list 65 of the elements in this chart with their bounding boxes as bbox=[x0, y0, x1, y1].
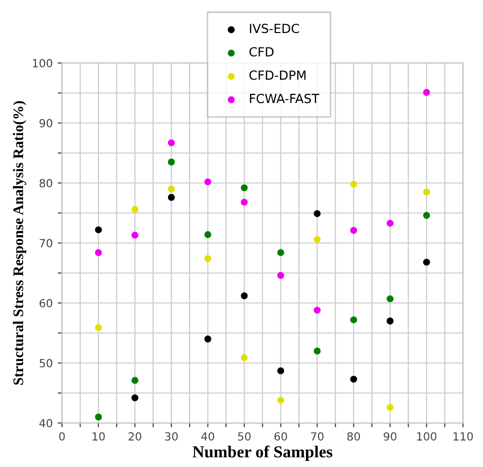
x-tick-label: 0 bbox=[59, 432, 65, 441]
point bbox=[168, 194, 175, 201]
x-axis-title: Number of Samples bbox=[192, 446, 332, 461]
y-tick-label: 70 bbox=[40, 238, 52, 248]
point bbox=[423, 88, 430, 96]
point bbox=[386, 220, 394, 227]
y-tick-label: 80 bbox=[40, 178, 52, 188]
point bbox=[240, 292, 248, 300]
legend-label: IVS-EDC bbox=[250, 24, 299, 34]
legend-label: CFD bbox=[249, 47, 274, 57]
legend-label: CFD-DPM bbox=[249, 70, 306, 80]
point bbox=[386, 404, 394, 411]
x-tick-label: 10 bbox=[92, 432, 105, 441]
point bbox=[277, 249, 284, 256]
point bbox=[131, 394, 138, 402]
x-tick-label: 70 bbox=[311, 432, 324, 441]
x-tick-label: 50 bbox=[238, 432, 251, 441]
x-tick-label: 80 bbox=[347, 432, 360, 441]
point bbox=[277, 367, 284, 374]
point bbox=[386, 295, 394, 302]
point bbox=[277, 272, 284, 279]
x-tick-label: 20 bbox=[128, 432, 142, 441]
point bbox=[277, 396, 284, 404]
point bbox=[168, 186, 175, 192]
y-tick-label: 60 bbox=[40, 298, 52, 308]
x-tick-label: 110 bbox=[454, 432, 473, 441]
point bbox=[314, 236, 321, 243]
point bbox=[240, 354, 248, 362]
point bbox=[240, 184, 248, 192]
point bbox=[168, 139, 175, 146]
y-axis-title: Structural Stress Response Analysis Ratio(%) bbox=[12, 101, 26, 385]
y-tick-label: 90 bbox=[40, 118, 52, 128]
point bbox=[423, 212, 430, 219]
point bbox=[423, 258, 430, 266]
point bbox=[240, 198, 248, 206]
legend-label: FCWA-FAST bbox=[250, 94, 320, 104]
point bbox=[94, 249, 102, 256]
point bbox=[423, 188, 430, 196]
point bbox=[168, 158, 175, 166]
point bbox=[131, 232, 138, 239]
x-tick-label: 30 bbox=[165, 432, 178, 441]
point bbox=[350, 180, 358, 188]
y-tick-label: 40 bbox=[39, 418, 52, 428]
point bbox=[94, 324, 102, 332]
x-tick-label: 100 bbox=[417, 432, 436, 441]
point bbox=[314, 210, 321, 218]
point bbox=[204, 255, 212, 262]
point bbox=[314, 348, 321, 354]
point bbox=[386, 318, 394, 324]
point bbox=[94, 226, 102, 234]
point bbox=[314, 306, 321, 314]
point bbox=[204, 336, 212, 342]
point bbox=[131, 206, 138, 213]
point bbox=[204, 178, 212, 186]
y-tick-label: 100 bbox=[32, 58, 52, 68]
point bbox=[350, 316, 358, 324]
x-tick-label: 60 bbox=[274, 432, 288, 441]
x-tick-label: 40 bbox=[201, 432, 214, 441]
point bbox=[131, 376, 138, 384]
point bbox=[204, 231, 212, 238]
point bbox=[94, 414, 102, 420]
y-tick-label: 50 bbox=[40, 358, 52, 368]
point bbox=[350, 226, 358, 234]
point bbox=[350, 376, 358, 383]
x-tick-label: 90 bbox=[384, 432, 396, 441]
